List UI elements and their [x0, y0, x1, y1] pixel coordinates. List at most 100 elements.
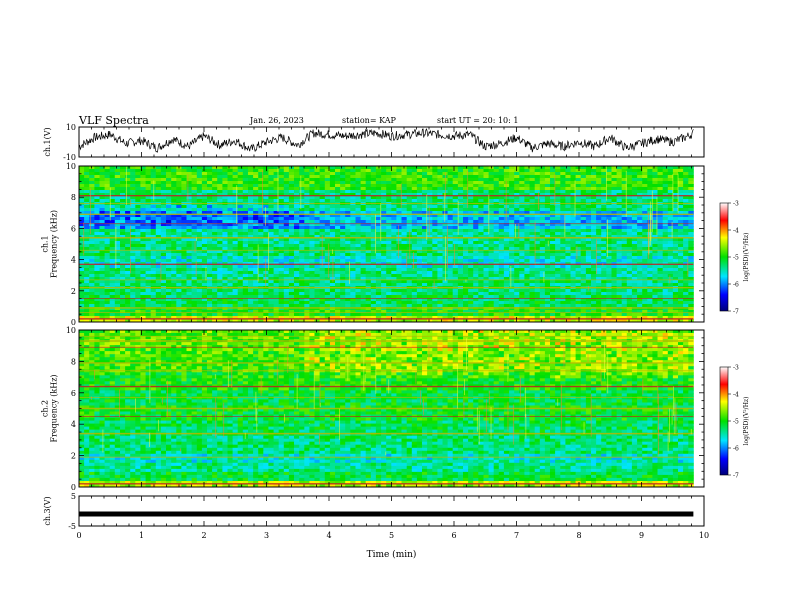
spectrogram-cell [672, 172, 679, 176]
spectrogram-cell [196, 244, 203, 248]
spectrogram-cell [294, 268, 300, 272]
spectrogram-cell [191, 187, 198, 191]
spectrogram-cell [314, 178, 320, 182]
spectrogram-cell [79, 181, 85, 185]
spectrogram-cell [381, 220, 387, 224]
spectrogram-cell [606, 214, 612, 218]
spectrogram-cell [565, 169, 571, 173]
spectrogram-cell [422, 178, 428, 182]
spectrogram-cell [457, 238, 464, 242]
spectrogram-cell [575, 250, 582, 254]
spectrogram-cell [335, 232, 341, 236]
spectrogram-cell [145, 172, 152, 176]
spectrogram-cell [447, 238, 454, 242]
spectrogram-cell [616, 172, 623, 176]
spectrogram-cell [427, 190, 433, 194]
spectrogram-cell [114, 187, 121, 191]
spectrogram-cell [585, 211, 592, 215]
spectrogram-cell [621, 166, 628, 170]
spectrogram-cell [473, 232, 479, 236]
spectrogram-cell [212, 277, 218, 281]
spectrogram-cell [299, 199, 305, 203]
spectrogram-cell [335, 208, 341, 212]
spectrogram-cell [140, 235, 146, 239]
spectrogram-cell [524, 229, 530, 233]
spectrogram-cell [616, 244, 623, 248]
spectrogram-cell [678, 265, 684, 269]
spectrogram-cell [360, 232, 367, 236]
spectrogram-cell [478, 265, 484, 269]
spectrogram-cell [396, 226, 402, 230]
spectrogram-cell [391, 172, 397, 176]
spectrogram-cell [130, 223, 136, 227]
spectrogram-cell [150, 169, 157, 173]
spectrogram-cell [432, 196, 438, 200]
spectrogram-cell [498, 232, 505, 236]
spectrogram-cell [299, 169, 305, 173]
spectrogram-cell [657, 247, 663, 251]
spectrogram-cell [616, 223, 623, 227]
spectrogram-cell [283, 205, 290, 209]
spectrogram-cell [314, 265, 320, 269]
spectrogram-cell [258, 280, 264, 284]
spectrogram-cell [140, 268, 146, 272]
spectrogram-cell [294, 235, 300, 239]
spectrogram-cell [350, 268, 356, 272]
spectrogram-cell [135, 283, 141, 287]
spectrogram-cell [544, 280, 551, 284]
spectrogram-cell [621, 175, 628, 179]
spectrogram-cell [381, 256, 387, 260]
spectrogram-cell [135, 244, 141, 248]
spectrogram-cell [565, 274, 571, 278]
spectrogram-cell [642, 175, 648, 179]
spectrogram-cell [340, 211, 346, 215]
spectrogram-cell [140, 205, 146, 209]
spectrogram-cell [616, 196, 623, 200]
spectrogram-cell [237, 220, 244, 224]
spectrogram-cell [493, 214, 500, 218]
spectrogram-cell [575, 214, 582, 218]
spectrogram-cell [120, 271, 126, 275]
spectrogram-cell [534, 184, 541, 188]
spectrogram-cell [232, 238, 239, 242]
spectrogram-cell [319, 166, 326, 170]
spectrogram-cell [637, 271, 643, 275]
spectrogram-cell [396, 244, 402, 248]
spectrogram-cell [631, 235, 638, 239]
spectrogram-cell [386, 256, 392, 260]
spectrogram-cell [186, 232, 192, 236]
spectrogram-cell [626, 187, 633, 191]
spectrogram-cell [442, 223, 448, 227]
spectrogram-cell [488, 217, 495, 221]
spectrogram-cell [160, 184, 167, 188]
spectrogram-cell [340, 274, 346, 278]
spectrogram-cell [268, 274, 274, 278]
spectrogram-cell [509, 184, 515, 188]
spectrogram-cell [181, 283, 187, 287]
spectrogram-cell [626, 274, 633, 278]
spectrogram-cell [350, 238, 356, 242]
spectrogram-cell [591, 190, 597, 194]
spectrogram-cell [452, 271, 459, 275]
spectrogram-cell [432, 271, 438, 275]
spectrogram-cell [222, 190, 228, 194]
spectrogram-cell [621, 217, 628, 221]
spectrogram-cell [181, 247, 187, 251]
spectrogram-cell [181, 244, 187, 248]
spectrogram-cell [386, 178, 392, 182]
spectrogram-cell [478, 244, 484, 248]
spectrogram-cell [509, 169, 515, 173]
spectrogram-cell [596, 223, 602, 227]
spectrogram-cell [140, 190, 146, 194]
spectrogram-cell [355, 223, 361, 227]
spectrogram-cell [386, 205, 392, 209]
spectrogram-cell [442, 211, 448, 215]
spectrogram-cell [120, 214, 126, 218]
spectrogram-cell [201, 229, 208, 233]
spectrogram-cell [155, 169, 162, 173]
spectrogram-cell [406, 187, 413, 191]
spectrogram-cell [370, 220, 377, 224]
spectrogram-cell [201, 253, 208, 257]
spectrogram-cell [401, 241, 407, 245]
spectrogram-cell [437, 232, 443, 236]
